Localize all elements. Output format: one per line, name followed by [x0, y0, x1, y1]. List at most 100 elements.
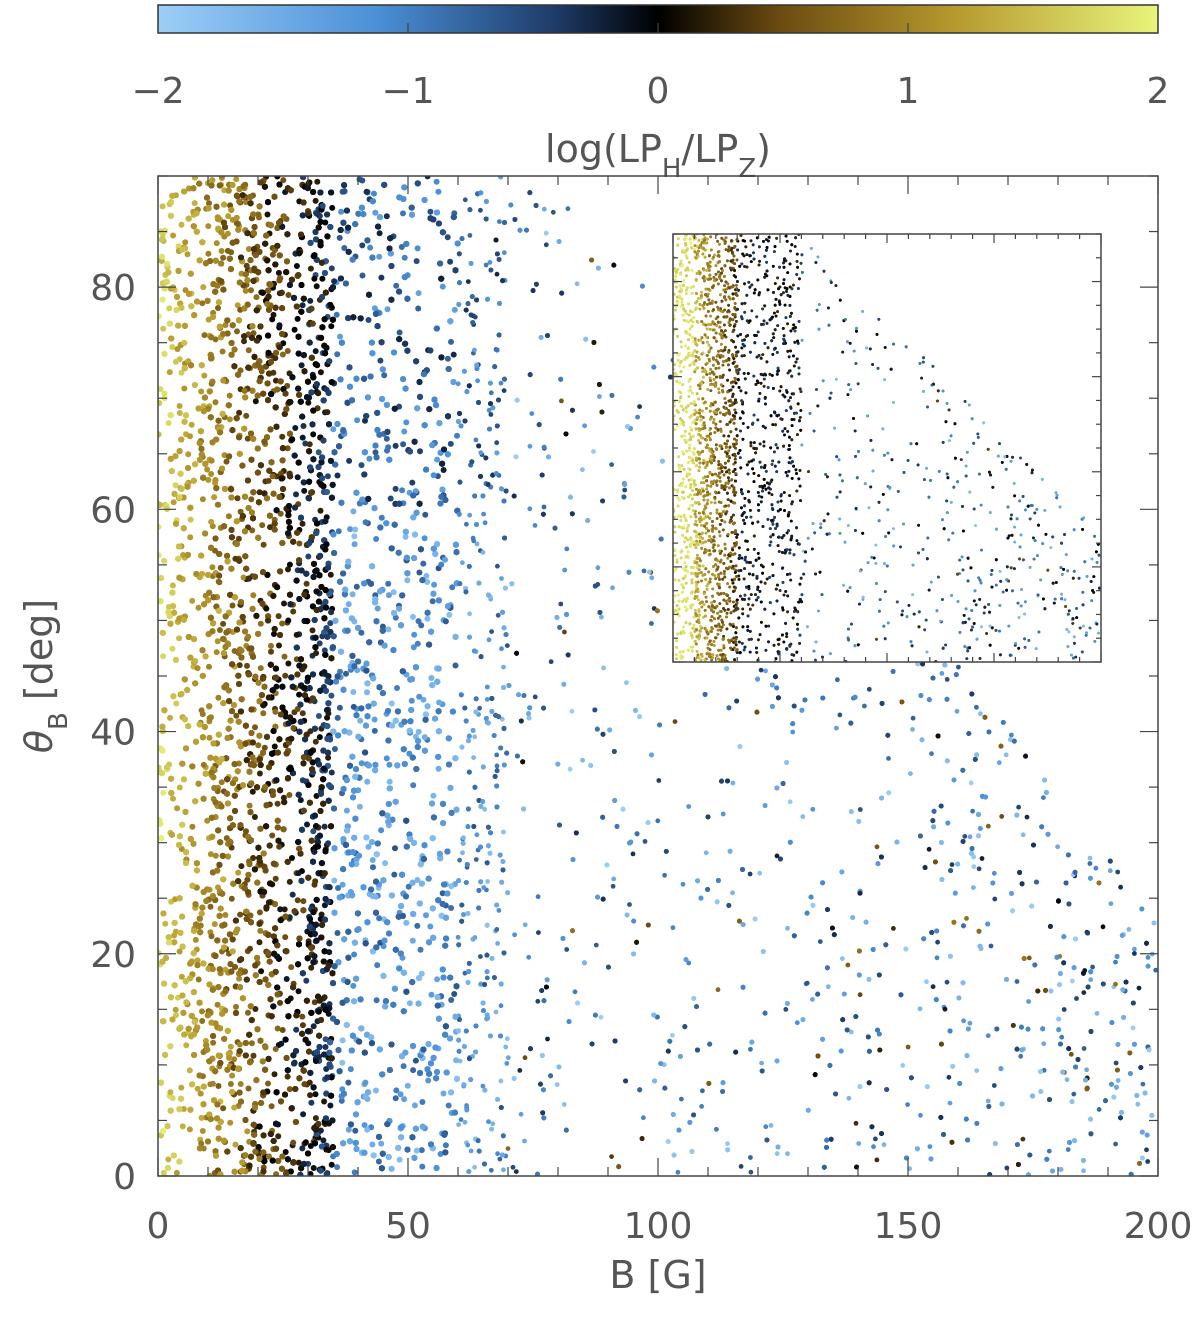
scatter-point: [188, 421, 195, 428]
scatter-point: [458, 1117, 464, 1122]
scatter-point: [874, 1157, 880, 1163]
scatter-point: [405, 883, 412, 890]
scatter-point: [282, 672, 289, 679]
scatter-point: [339, 1086, 346, 1093]
scatter-point: [184, 251, 191, 258]
scatter-point: [886, 756, 891, 761]
scatter-point: [372, 1087, 379, 1094]
scatter-point: [207, 903, 214, 910]
scatter-point: [526, 954, 532, 960]
scatter-point: [299, 302, 306, 309]
scatter-point: [325, 840, 332, 847]
scatter-point: [291, 326, 298, 333]
scatter-point: [257, 620, 264, 627]
scatter-point: [335, 528, 342, 535]
scatter-point: [237, 911, 244, 918]
scatter-point: [343, 670, 349, 677]
scatter-point: [460, 850, 465, 856]
scatter-point: [248, 496, 255, 503]
scatter-point: [494, 752, 500, 758]
scatter-point: [454, 432, 460, 439]
scatter-point: [311, 275, 318, 282]
scatter-point: [327, 1102, 334, 1109]
scatter-point: [748, 1169, 754, 1175]
scatter-point: [1016, 804, 1021, 810]
scatter-point: [384, 447, 390, 454]
scatter-point: [222, 912, 229, 918]
scatter-point: [423, 573, 430, 579]
scatter-point: [170, 232, 177, 239]
scatter-point: [285, 617, 292, 624]
scatter-point: [392, 442, 399, 449]
scatter-point: [365, 843, 372, 850]
scatter-point: [199, 300, 206, 307]
scatter-point: [378, 1140, 385, 1147]
scatter-point: [194, 1085, 201, 1092]
scatter-point: [298, 362, 305, 369]
scatter-point: [299, 434, 306, 441]
scatter-point: [493, 1009, 499, 1015]
scatter-point: [393, 1087, 400, 1094]
scatter-point: [161, 557, 168, 564]
scatter-point: [800, 814, 806, 820]
scatter-point: [343, 807, 350, 814]
scatter-point: [785, 1151, 790, 1157]
scatter-point: [160, 325, 167, 332]
scatter-point: [275, 1133, 282, 1140]
scatter-point: [1026, 955, 1032, 961]
scatter-point: [467, 512, 473, 518]
scatter-point: [496, 908, 502, 913]
scatter-point: [501, 1167, 506, 1173]
scatter-point: [415, 728, 422, 735]
scatter-point: [338, 208, 345, 215]
scatter-point: [246, 802, 253, 809]
scatter-point: [388, 700, 395, 707]
scatter-point: [258, 968, 265, 975]
scatter-point: [197, 1090, 204, 1097]
scatter-point: [1118, 884, 1123, 890]
scatter-point: [172, 482, 179, 489]
scatter-point: [306, 1079, 313, 1086]
scatter-point: [220, 620, 227, 627]
scatter-point: [962, 834, 968, 839]
scatter-point: [178, 369, 185, 376]
scatter-point: [225, 513, 232, 520]
scatter-point: [169, 645, 176, 652]
scatter-point: [1081, 990, 1087, 995]
scatter-point: [484, 975, 490, 981]
scatter-point: [499, 716, 505, 722]
scatter-point: [388, 1165, 395, 1172]
scatter-point: [226, 392, 233, 399]
scatter-point: [1108, 901, 1114, 906]
scatter-point: [1135, 1101, 1141, 1107]
scatter-point: [371, 305, 378, 312]
scatter-point: [498, 1003, 504, 1009]
scatter-point: [591, 449, 596, 454]
scatter-point: [414, 640, 421, 647]
scatter-point: [392, 485, 399, 492]
scatter-point: [170, 795, 176, 802]
scatter-point: [1153, 967, 1158, 973]
scatter-point: [306, 441, 313, 448]
scatter-point: [422, 511, 429, 518]
scatter-point: [223, 458, 230, 465]
scatter-point: [338, 1097, 345, 1104]
scatter-point: [396, 329, 403, 336]
scatter-point: [398, 244, 405, 250]
scatter-point: [217, 564, 224, 571]
scatter-point: [944, 677, 950, 682]
scatter-point: [499, 576, 504, 581]
scatter-point: [930, 984, 936, 990]
scatter-point: [609, 462, 614, 467]
scatter-point: [310, 1023, 317, 1030]
scatter-point: [456, 1122, 461, 1127]
scatter-point: [435, 765, 442, 772]
scatter-point: [835, 677, 840, 683]
scatter-point: [1020, 1136, 1026, 1142]
scatter-point: [401, 1096, 408, 1103]
scatter-point: [200, 284, 207, 291]
scatter-point: [187, 433, 193, 440]
scatter-point: [311, 999, 318, 1006]
scatter-point: [392, 845, 398, 852]
scatter-point: [1093, 865, 1099, 871]
